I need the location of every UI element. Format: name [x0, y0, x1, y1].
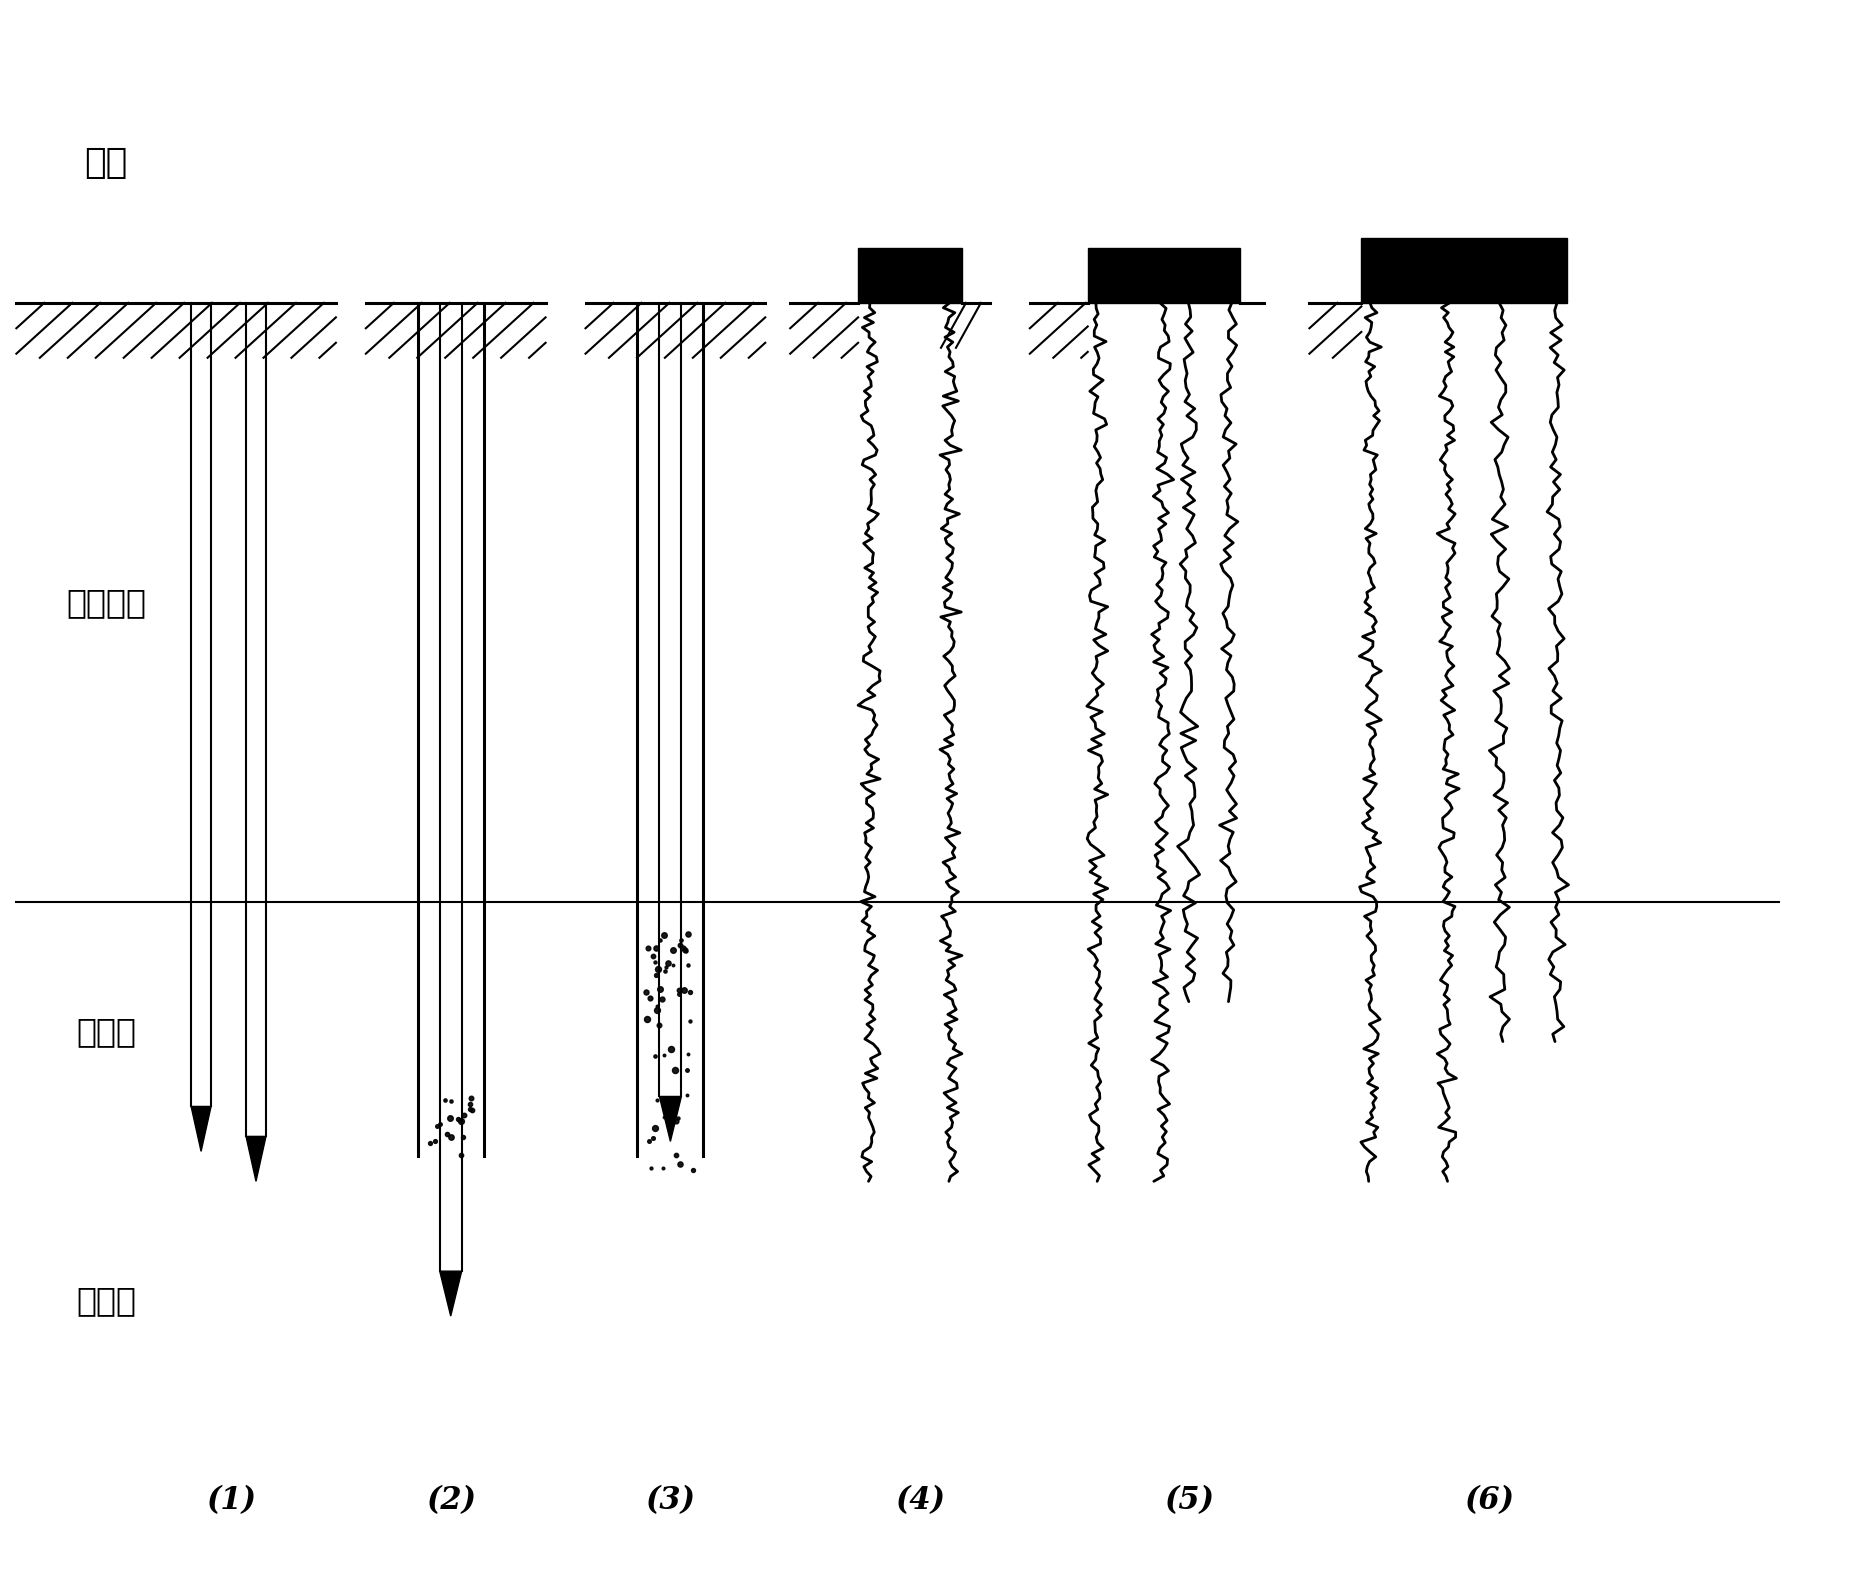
Text: 地表: 地表 — [85, 146, 128, 180]
Text: 硬土层: 硬土层 — [76, 1016, 137, 1049]
Text: (3): (3) — [644, 1485, 694, 1516]
Text: (2): (2) — [426, 1485, 476, 1516]
Polygon shape — [191, 1106, 211, 1152]
Text: 软弱土层: 软弱土层 — [67, 585, 146, 619]
Bar — [1087, 248, 1239, 302]
Polygon shape — [246, 1136, 267, 1182]
Polygon shape — [439, 1272, 461, 1316]
Text: (5): (5) — [1165, 1485, 1215, 1516]
Text: (6): (6) — [1465, 1485, 1515, 1516]
Polygon shape — [659, 1096, 682, 1141]
Bar — [1361, 237, 1567, 302]
Text: (4): (4) — [895, 1485, 945, 1516]
Text: 持力层: 持力层 — [76, 1285, 137, 1318]
Bar — [857, 248, 961, 302]
Text: (1): (1) — [206, 1485, 256, 1516]
